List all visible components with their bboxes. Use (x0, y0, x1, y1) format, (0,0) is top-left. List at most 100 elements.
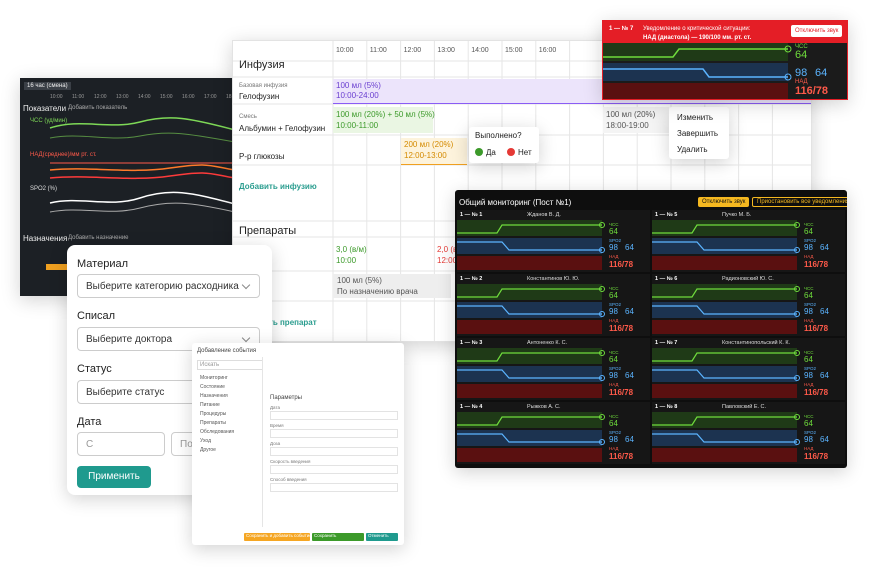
spo2-value: 98 (795, 67, 808, 79)
hr-wave (652, 224, 797, 234)
alert-title: Уведомление о критической ситуации: (643, 26, 751, 32)
patient-name: Пучко М. Б. (722, 212, 752, 218)
row-type: Базовая инфузия (239, 83, 288, 89)
drug-dose: 3,0 (в/м) (336, 245, 367, 254)
bp-label: НАД (795, 79, 808, 85)
infusion-block[interactable]: 100 мл (20%) + 50 мл (5%) 10:00-11:00 (333, 107, 435, 133)
field-input[interactable] (270, 483, 398, 492)
bp-band (457, 384, 602, 398)
drug-dose: 2,0 (в/м) (437, 245, 468, 254)
pause-button[interactable]: Приостановить все уведомления (752, 197, 847, 207)
infusion-block[interactable]: 200 мл (20%) 12:00-13:00 (401, 138, 467, 165)
hr-value: 64 (804, 419, 813, 428)
field-input[interactable] (270, 447, 398, 456)
alert-header (603, 21, 847, 43)
spo2-band (652, 302, 797, 318)
bed-number: 1 — № 3 (460, 340, 483, 346)
material-select[interactable]: Выберите категорию расходника (77, 274, 260, 298)
bed-cell[interactable]: 1 — № 6 Радионовский Ю. С. ЧСС 64 SPO2 98 64 НА… (652, 274, 845, 336)
bp-band (457, 320, 602, 334)
menu-item[interactable]: Завершить (677, 129, 719, 138)
bp-band (652, 384, 797, 398)
bp-label: НАД (609, 318, 619, 323)
bed-cell[interactable]: 1 — № 7 Константинопольский К. К. ЧСС 64 SPO… (652, 338, 845, 400)
bed-cell[interactable]: 1 — № 4 Рыжков А. С. ЧСС 64 SPO2 98 64 НАД 116/7… (457, 402, 650, 464)
mute-button[interactable]: Отключить звук (791, 25, 843, 37)
tree-item[interactable]: Препараты (200, 420, 226, 426)
search-input[interactable]: Искать (197, 360, 263, 370)
spo2-value: 98 (804, 435, 813, 444)
spo2-band (457, 366, 602, 382)
tree-item[interactable]: Состояние (200, 384, 225, 390)
patient-name: Константинопольский К. К. (722, 340, 791, 346)
spo2-value: 64 (820, 435, 829, 444)
spo2-value: 64 (625, 243, 634, 252)
spo2-dot (794, 311, 800, 317)
hr-wave (457, 352, 602, 362)
menu-item[interactable]: Изменить (677, 113, 714, 122)
block-volume: 100 мл (20%) + 50 мл (5%) (336, 110, 435, 119)
time-label: 15:00 (160, 94, 173, 100)
spo2-wave (457, 241, 602, 251)
tree-item[interactable]: Уход (200, 438, 211, 444)
tree-item[interactable]: Назначения (200, 393, 228, 399)
apply-button[interactable]: Применить (77, 466, 151, 488)
bed-cell[interactable]: 1 — № 1 Жданов В. Д. ЧСС 64 SPO2 98 64 НАД 116/7… (457, 210, 650, 272)
spo2-value: 64 (625, 435, 634, 444)
note-block: 100 мл (5%) По назначению врача (333, 274, 451, 298)
bed-cell[interactable]: 1 — № 5 Пучко М. Б. ЧСС 64 SPO2 98 64 НАД 116/78 (652, 210, 845, 272)
spo2-value: 64 (625, 371, 634, 380)
time-label: 13:00 (116, 94, 129, 100)
add-prescription[interactable]: Добавить назначение (68, 235, 129, 241)
save-button[interactable]: Сохранить (312, 533, 364, 541)
time-label: 16:00 (538, 47, 557, 54)
field-input[interactable] (270, 411, 398, 420)
writer-select[interactable]: Выберите доктора (77, 327, 260, 351)
hr-dot (794, 222, 800, 228)
bed-cell[interactable]: 1 — № 3 Антоненко К. С. ЧСС 64 SPO2 98 64 НАД 11… (457, 338, 650, 400)
monitoring-panel: Общий мониторинг (Пост №1) Отключить зву… (455, 190, 847, 468)
bp-label: НАД (804, 254, 814, 259)
field-input[interactable] (270, 465, 398, 474)
hr-label: ЧСС (804, 350, 814, 355)
tree-item[interactable]: Обследования (200, 429, 235, 435)
spo2-dot (794, 439, 800, 445)
bp-band (652, 256, 797, 270)
infusion-block[interactable]: 100 мл (20%) 18:00-19:00 (603, 107, 669, 133)
spo2-wave (457, 433, 602, 443)
bp-value: 116/78 (609, 452, 634, 461)
spo2-value: 98 (804, 243, 813, 252)
bed-waves (457, 412, 605, 462)
confirm-no[interactable]: Нет (518, 148, 532, 157)
menu-item[interactable]: Удалить (677, 145, 708, 154)
bp-label: НАД (609, 382, 619, 387)
mute-button[interactable]: Отключить звук (698, 197, 750, 207)
spo2-wave (652, 369, 797, 379)
tree-item[interactable]: Процедуры (200, 411, 227, 417)
tree-item[interactable]: Другое (200, 447, 216, 453)
hr-band (652, 220, 797, 236)
spo2-label: SPO2 (609, 302, 622, 307)
save-add-button[interactable]: Сохранить и добавить событие (244, 533, 312, 541)
context-menu: Изменить Завершить Удалить (669, 107, 729, 159)
patient-name: Павловский Е. С. (722, 404, 767, 410)
spo2-label: SPO2 (609, 430, 622, 435)
confirm-yes[interactable]: Да (486, 148, 496, 157)
add-indicator[interactable]: Добавить показатель (68, 105, 128, 111)
tree-item[interactable]: Питание (200, 402, 220, 408)
date-from[interactable]: С (77, 432, 165, 456)
patient-name: Константинов Ю. Ю. (527, 276, 580, 282)
bed-cell[interactable]: 1 — № 8 Павловский Е. С. ЧСС 64 SPO2 98 64 НАД 1… (652, 402, 845, 464)
field-label: Статус (77, 363, 112, 375)
bed-cell[interactable]: 1 — № 2 Константинов Ю. Ю. ЧСС 64 SPO2 98 64 НА… (457, 274, 650, 336)
add-drug[interactable]: Добавить препарат (239, 318, 317, 327)
time-label: 18:00 (226, 94, 235, 100)
tree-item[interactable]: Мониторинг (200, 375, 228, 381)
cancel-button[interactable]: Отменить (366, 533, 398, 541)
hr-wave (457, 416, 602, 426)
field-input[interactable] (270, 429, 398, 438)
bp-label: НАД (609, 254, 619, 259)
bp-value: 116/78 (804, 324, 829, 333)
add-infusion[interactable]: Добавить инфузию (239, 182, 317, 191)
